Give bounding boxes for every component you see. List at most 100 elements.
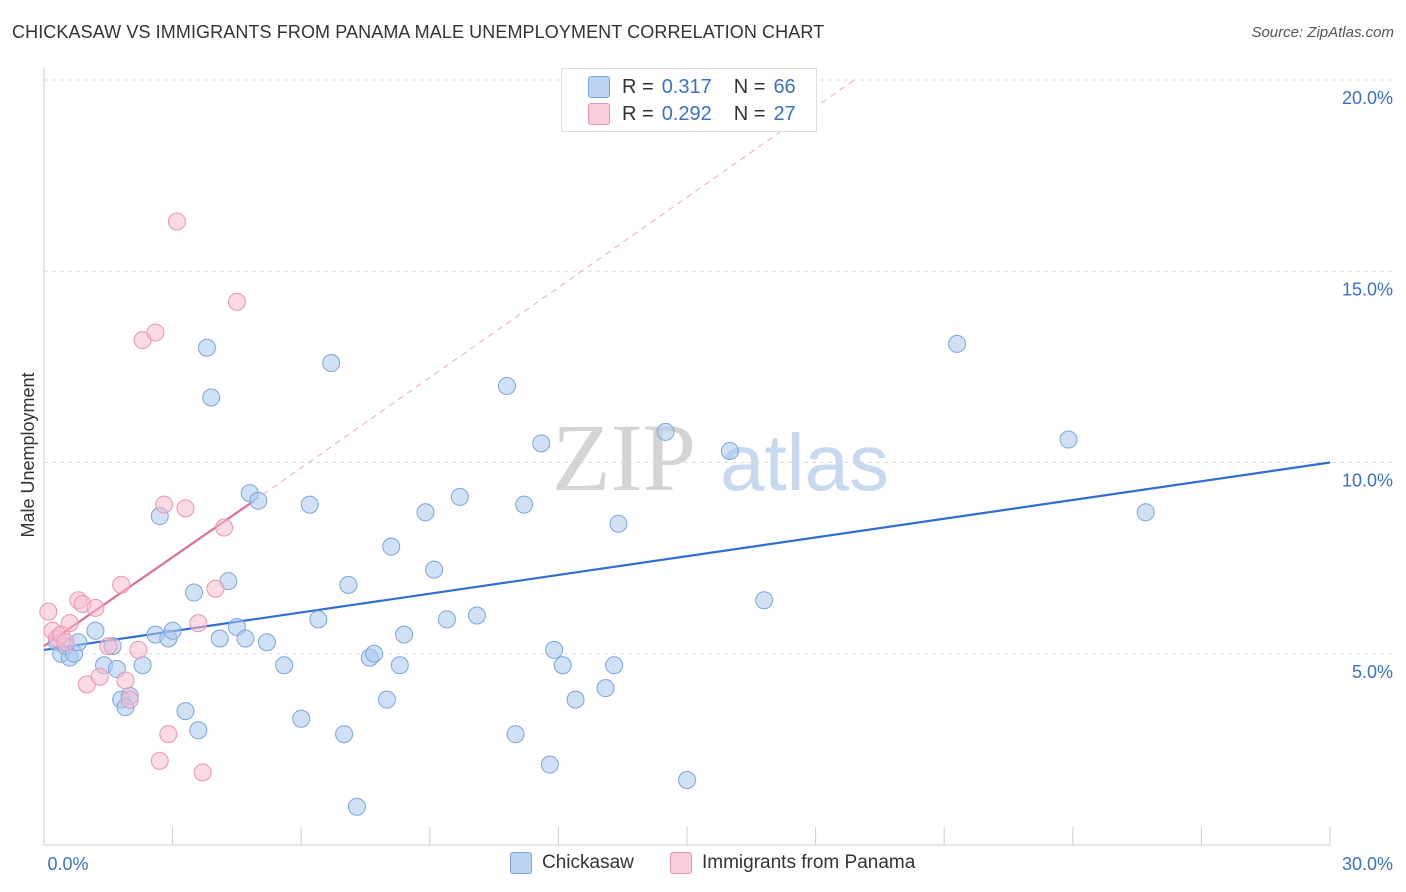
panama-point bbox=[60, 614, 79, 633]
chickasaw-point bbox=[416, 503, 435, 522]
chickasaw-point bbox=[257, 633, 276, 652]
chickasaw-point bbox=[566, 690, 585, 709]
chickasaw-point bbox=[339, 575, 358, 594]
grid-lines bbox=[44, 79, 1392, 655]
panama-point bbox=[86, 598, 105, 617]
data-points bbox=[39, 212, 1155, 816]
chickasaw-point bbox=[202, 388, 221, 407]
y-axis-label: Male Unemployment bbox=[18, 372, 38, 537]
chickasaw-point bbox=[720, 442, 739, 461]
chickasaw-point bbox=[678, 770, 696, 789]
legend-row-panama: R = 0.292 N = 27 bbox=[588, 102, 796, 126]
chickasaw-point bbox=[450, 487, 469, 506]
chickasaw-point bbox=[1136, 503, 1155, 522]
chickasaw-point bbox=[540, 755, 559, 774]
legend-r-label: R = bbox=[622, 75, 654, 98]
panama-point bbox=[146, 323, 165, 342]
legend-n-label: N = bbox=[733, 102, 766, 125]
chickasaw-point bbox=[335, 725, 354, 744]
chickasaw-point bbox=[197, 338, 216, 357]
legend-swatch-blue bbox=[510, 852, 532, 874]
chickasaw-point bbox=[609, 514, 628, 533]
panama-point bbox=[99, 637, 118, 656]
chickasaw-point bbox=[553, 656, 572, 675]
legend-r-value: 0.317 bbox=[661, 75, 712, 98]
panama-point bbox=[227, 292, 246, 311]
chickasaw-point bbox=[189, 721, 208, 740]
panama-point bbox=[176, 499, 195, 518]
panama-point bbox=[189, 614, 208, 633]
chickasaw-point bbox=[437, 610, 456, 629]
legend-n-value: 66 bbox=[773, 75, 796, 98]
correlation-legend: R = 0.317 N = 66 R = 0.292 N = 27 bbox=[561, 68, 817, 132]
chickasaw-point bbox=[210, 629, 229, 648]
panama-point bbox=[39, 602, 58, 621]
chickasaw-point bbox=[185, 583, 204, 602]
panama-point bbox=[167, 212, 186, 231]
chickasaw-point bbox=[948, 334, 967, 353]
panama-point bbox=[90, 667, 109, 686]
chickasaw-point bbox=[390, 656, 409, 675]
panama-point bbox=[129, 640, 148, 659]
chickasaw-point bbox=[365, 644, 384, 663]
chickasaw-point bbox=[133, 656, 152, 675]
panama-point bbox=[112, 575, 131, 594]
panama-point bbox=[56, 633, 75, 652]
chickasaw-point bbox=[395, 625, 414, 644]
panama-point bbox=[193, 763, 212, 782]
y-tick-label: 20.0% bbox=[1342, 88, 1393, 108]
legend-label-panama: Immigrants from Panama bbox=[702, 852, 916, 873]
chickasaw-point bbox=[322, 354, 341, 373]
trend-lines bbox=[43, 79, 1331, 652]
tick-labels: 5.0% 10.0% 15.0% 20.0% 0.0% 30.0% bbox=[47, 88, 1393, 874]
y-tick-label: 15.0% bbox=[1342, 279, 1393, 299]
legend-n-label: N = bbox=[733, 75, 766, 98]
series-legend: Chickasaw Immigrants from Panama bbox=[0, 852, 1406, 878]
watermark: ZIP atlas bbox=[552, 404, 889, 511]
chickasaw-point bbox=[275, 656, 294, 675]
chickasaw-point bbox=[506, 725, 525, 744]
legend-item-chickasaw: Chickasaw bbox=[510, 852, 634, 874]
panama-point bbox=[155, 495, 174, 514]
chickasaw-point bbox=[300, 495, 319, 514]
legend-swatch-pink bbox=[670, 852, 692, 874]
chickasaw-point bbox=[605, 656, 624, 675]
panama-point bbox=[159, 725, 178, 744]
legend-item-panama: Immigrants from Panama bbox=[670, 852, 915, 874]
panama-point bbox=[116, 671, 135, 690]
legend-r-value: 0.292 bbox=[661, 102, 712, 125]
chickasaw-point bbox=[545, 640, 564, 659]
chickasaw-point bbox=[656, 422, 675, 441]
chickasaw-point bbox=[236, 629, 255, 648]
chickasaw-point bbox=[497, 377, 516, 395]
chickasaw-point bbox=[249, 491, 268, 510]
chickasaw-point bbox=[515, 495, 534, 514]
y-tick-label: 10.0% bbox=[1342, 471, 1393, 491]
axes bbox=[43, 68, 1331, 846]
panama-trend-extension bbox=[253, 79, 855, 502]
chart-title: CHICKASAW VS IMMIGRANTS FROM PANAMA MALE… bbox=[12, 22, 825, 42]
panama-point bbox=[215, 518, 234, 537]
legend-label-chickasaw: Chickasaw bbox=[542, 852, 634, 873]
chickasaw-point bbox=[596, 679, 615, 698]
watermark-atlas: atlas bbox=[720, 418, 889, 507]
x-tick-label: 30.0% bbox=[1342, 854, 1393, 874]
legend-r-label: R = bbox=[622, 102, 654, 125]
chickasaw-point bbox=[467, 606, 486, 625]
chickasaw-point bbox=[755, 591, 774, 610]
panama-point bbox=[206, 579, 225, 598]
chickasaw-point bbox=[86, 621, 105, 640]
chickasaw-point bbox=[163, 621, 182, 640]
chickasaw-point bbox=[382, 537, 401, 556]
chickasaw-point bbox=[425, 560, 444, 579]
chickasaw-point bbox=[292, 709, 311, 728]
chickasaw-point bbox=[532, 434, 551, 453]
chickasaw-trend-line bbox=[43, 461, 1331, 652]
source-label: Source: ZipAtlas.com bbox=[1251, 24, 1394, 41]
chickasaw-point bbox=[176, 702, 195, 721]
legend-swatch-blue bbox=[588, 76, 610, 98]
panama-point bbox=[120, 690, 139, 709]
chickasaw-point bbox=[1059, 430, 1078, 449]
watermark-zip: ZIP bbox=[552, 404, 696, 511]
